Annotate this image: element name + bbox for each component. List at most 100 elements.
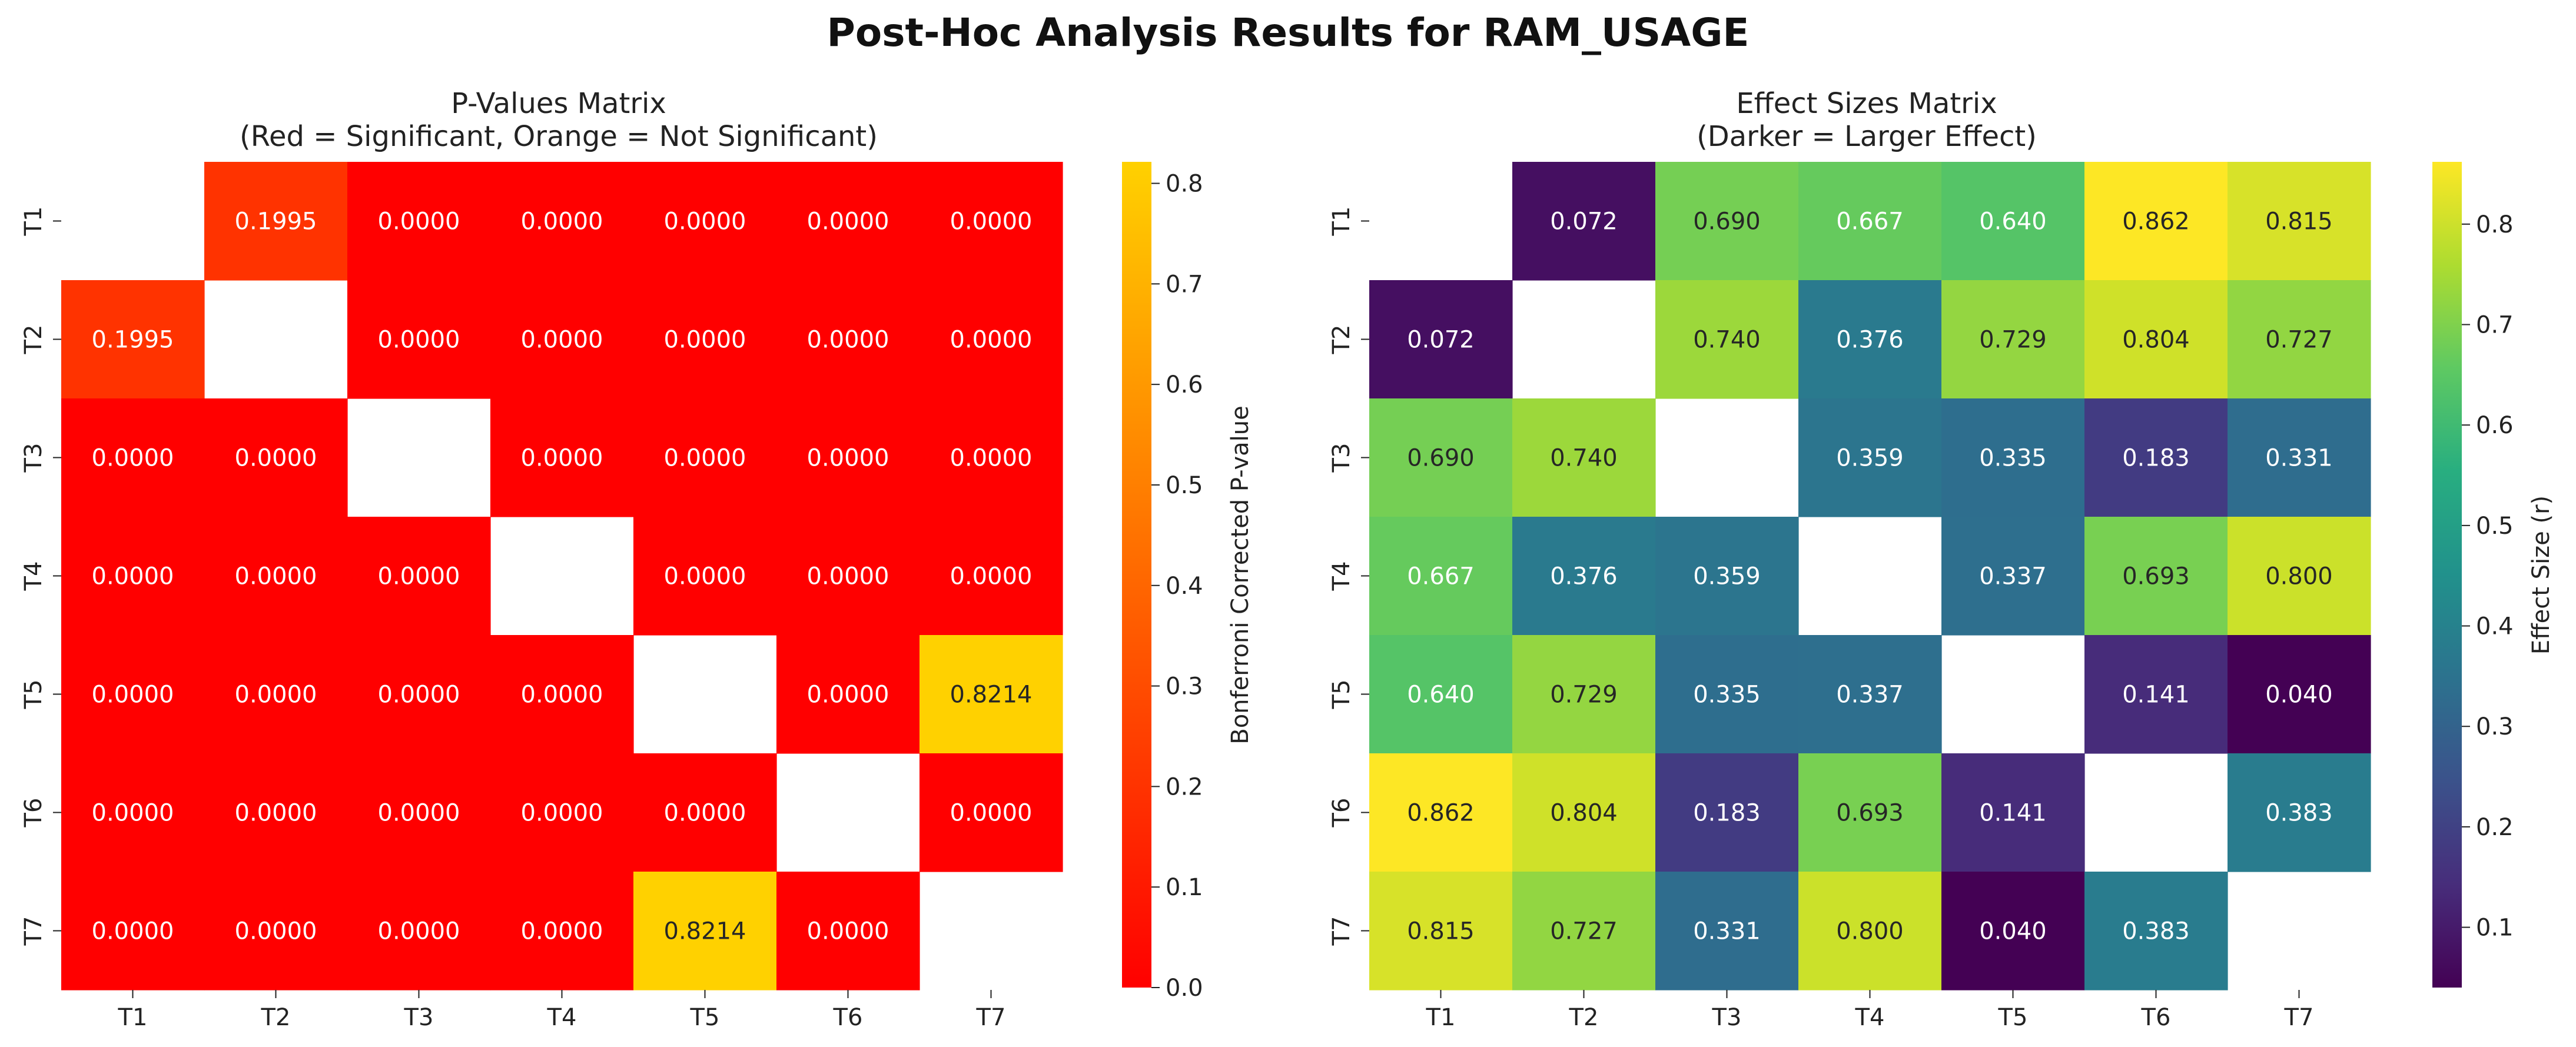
heatmap-cell [490, 398, 634, 517]
heatmap-cell [633, 280, 777, 399]
heatmap-cell [347, 162, 491, 281]
heatmap-cell [1512, 162, 1656, 281]
cell-annotation: 0.0000 [521, 918, 603, 945]
pvalues-colorbar [1122, 162, 1151, 988]
heatmap-cell [776, 517, 920, 636]
cell-annotation: 0.727 [1550, 918, 1618, 945]
cell-annotation: 0.040 [1979, 918, 2047, 945]
cell-annotation: 0.0000 [807, 445, 889, 472]
y-tick-label: T3 [20, 443, 47, 473]
cell-annotation: 0.8214 [664, 918, 746, 945]
cell-annotation: 0.640 [1979, 208, 2047, 235]
heatmap-cell [1512, 753, 1656, 872]
colorbar-tick-label: 0.3 [1166, 673, 1203, 700]
effect-colorbar-label: Effect Size (r) [2528, 496, 2555, 654]
colorbar-tick-label: 0.4 [2476, 613, 2514, 640]
heatmap-cell [1941, 517, 2085, 636]
cell-annotation: 0.335 [1693, 682, 1761, 709]
cell-annotation: 0.0000 [807, 327, 889, 354]
colorbar-tick-label: 0.7 [2476, 312, 2514, 339]
heatmap-cell [776, 280, 920, 399]
pvalues-cells [61, 162, 1063, 991]
cell-annotation: 0.141 [1979, 800, 2047, 827]
heatmap-cell [2228, 635, 2371, 754]
cell-annotation: 0.729 [1550, 682, 1618, 709]
cell-annotation: 0.0000 [664, 563, 746, 590]
heatmap-cell [1798, 398, 1942, 517]
cell-annotation: 0.0000 [807, 682, 889, 709]
heatmap-cell [2228, 517, 2371, 636]
x-tick-label: T3 [1712, 1004, 1742, 1031]
cell-annotation: 0.359 [1836, 445, 1904, 472]
x-tick-label: T4 [547, 1004, 577, 1031]
heatmap-cell [2084, 162, 2228, 281]
heatmap-cell [61, 517, 205, 636]
heatmap-cell [2084, 517, 2228, 636]
cell-annotation: 0.693 [2122, 563, 2190, 590]
effect-annotations: 0.072 0.690 0.667 0.640 0.862 0.815 0.072 0.740… [1407, 208, 2333, 945]
cell-annotation: 0.040 [2265, 682, 2333, 709]
pvalues-colorbar-ticks: 0.0 0.1 0.2 0.3 0.4 0.5 0.6 0.7 0.8 [1151, 171, 1203, 1002]
heatmap-cell [1512, 872, 1656, 991]
heatmap-cell [2084, 398, 2228, 517]
colorbar-tick-label: 0.5 [2476, 513, 2514, 540]
x-tick-label: T4 [1855, 1004, 1885, 1031]
cell-annotation: 0.0000 [521, 445, 603, 472]
heatmap-cell [204, 162, 348, 281]
colorbar-tick-label: 0.8 [1166, 171, 1203, 198]
cell-annotation: 0.740 [1550, 445, 1618, 472]
cell-annotation: 0.0000 [664, 445, 746, 472]
heatmap-cell [776, 398, 920, 517]
cell-annotation: 0.331 [2265, 445, 2333, 472]
x-tick-label: T3 [404, 1004, 434, 1031]
cell-annotation: 0.0000 [378, 918, 460, 945]
cell-annotation: 0.0000 [92, 563, 174, 590]
pvalues-title-line1: P-Values Matrix [451, 87, 666, 120]
x-tick-label: T5 [690, 1004, 720, 1031]
heatmap-cell [633, 753, 777, 872]
cell-annotation: 0.0000 [807, 208, 889, 235]
cell-annotation: 0.727 [2265, 327, 2333, 354]
cell-annotation: 0.141 [2122, 682, 2190, 709]
effect-title-line1: Effect Sizes Matrix [1736, 87, 1997, 120]
heatmap-cell [204, 398, 348, 517]
heatmap-cell [2228, 280, 2371, 399]
colorbar-tick-label: 0.0 [1166, 975, 1203, 1002]
heatmap-cell [1369, 517, 1513, 636]
heatmap-cell [2084, 872, 2228, 991]
heatmap-cell [61, 753, 205, 872]
pvalues-annotations: 0.1995 0.0000 0.0000 0.0000 0.0000 0.0000 0.19… [92, 208, 1033, 945]
cell-annotation: 0.862 [2122, 208, 2190, 235]
heatmap-cell [2228, 162, 2371, 281]
effect-cells [1369, 162, 2371, 991]
cell-annotation: 0.0000 [92, 445, 174, 472]
x-tick-label: T7 [2284, 1004, 2314, 1031]
colorbar-tick-label: 0.7 [1166, 271, 1203, 298]
effect-y-ticks: T1 T2 T3 T4 T5 T6 T7 [1328, 207, 1369, 946]
cell-annotation: 0.0000 [235, 563, 317, 590]
x-tick-label: T1 [1426, 1004, 1456, 1031]
heatmap-cell [2228, 753, 2371, 872]
cell-annotation: 0.804 [1550, 800, 1618, 827]
pvalues-y-ticks: T1 T2 T3 T4 T5 T6 T7 [20, 207, 61, 946]
cell-annotation: 0.0000 [521, 682, 603, 709]
cell-annotation: 0.359 [1693, 563, 1761, 590]
heatmap-cell [1655, 872, 1799, 991]
heatmap-cell [61, 280, 205, 399]
cell-annotation: 0.072 [1550, 208, 1618, 235]
heatmap-cell [347, 753, 491, 872]
cell-annotation: 0.0000 [807, 563, 889, 590]
heatmap-cell [1798, 753, 1942, 872]
heatmap-cell [347, 635, 491, 754]
heatmap-cell [347, 280, 491, 399]
y-tick-label: T3 [1328, 443, 1355, 473]
cell-annotation: 0.1995 [235, 208, 317, 235]
y-tick-label: T1 [1328, 207, 1355, 237]
heatmap-cell [1941, 280, 2085, 399]
heatmap-cell [776, 872, 920, 991]
heatmap-cell [776, 635, 920, 754]
heatmap-cell [61, 872, 205, 991]
heatmap-cell [204, 753, 348, 872]
heatmap-cell [490, 635, 634, 754]
heatmap-cell [1798, 635, 1942, 754]
